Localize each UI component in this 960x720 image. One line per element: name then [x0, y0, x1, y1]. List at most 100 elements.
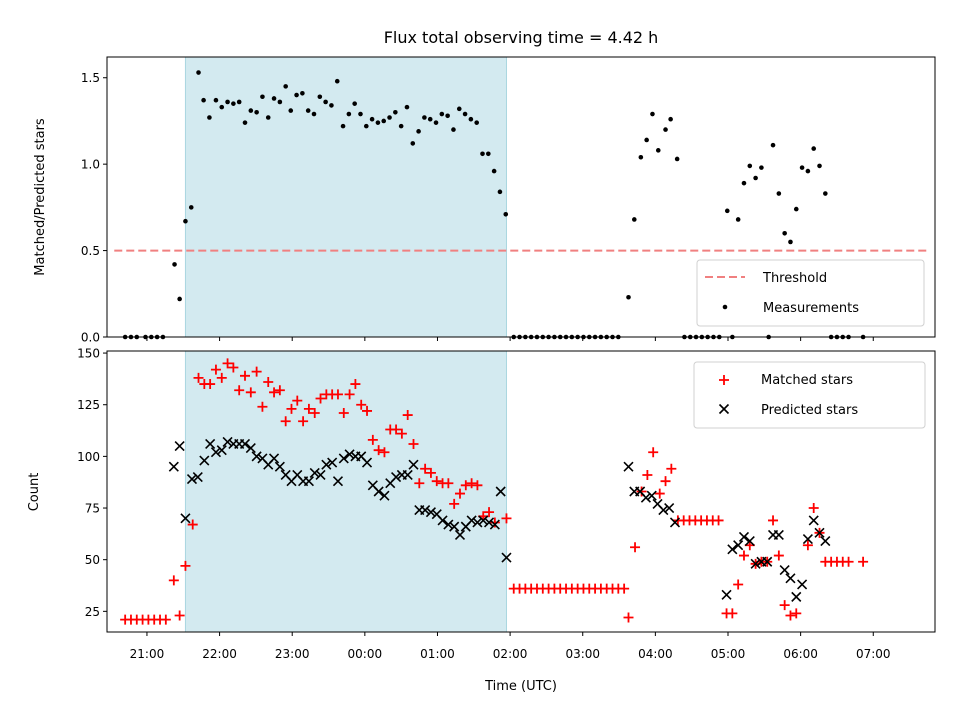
- data-point: [369, 116, 375, 122]
- predicted-star-point: [669, 517, 681, 528]
- data-point: [177, 296, 182, 302]
- legend-top: Threshold Measurements: [696, 259, 925, 327]
- matched-star-point: [168, 575, 179, 586]
- x-tick-label: 07:00: [856, 647, 891, 661]
- predicted-star-point: [239, 438, 251, 450]
- legend-box: [696, 259, 925, 327]
- predicted-star-point: [174, 440, 185, 452]
- data-point: [456, 106, 462, 112]
- y-tick-label: 75: [85, 502, 100, 516]
- matched-star-point: [379, 447, 390, 458]
- predicted-star-point: [814, 527, 825, 538]
- matched-star-point: [396, 428, 407, 439]
- data-point: [358, 111, 363, 117]
- matched-star-point: [648, 447, 659, 458]
- matched-star-point: [791, 608, 802, 619]
- matched-star-point: [274, 385, 285, 396]
- data-point: [323, 99, 328, 105]
- matched-star-point: [338, 407, 349, 418]
- predicted-star-point: [361, 457, 373, 468]
- predicted-star-point: [309, 467, 320, 478]
- observing-window-span: [185, 351, 507, 632]
- predicted-star-point: [332, 476, 344, 487]
- data-point: [201, 97, 206, 103]
- data-point: [260, 94, 265, 100]
- matched-star-point: [630, 542, 641, 553]
- data-point: [207, 115, 212, 120]
- predicted-star-point: [210, 447, 222, 458]
- matched-star-point: [303, 403, 314, 414]
- predicted-star-point: [180, 513, 191, 524]
- data-point: [451, 127, 456, 132]
- predicted-star-point: [168, 461, 179, 472]
- data-point: [805, 168, 811, 174]
- matched-star-point: [654, 488, 665, 499]
- matched-star-point: [408, 438, 419, 449]
- matched-star-point: [210, 364, 221, 375]
- matched-star-point: [636, 486, 647, 497]
- predicted-star-point: [779, 564, 790, 576]
- data-point: [799, 165, 805, 170]
- predicted-star-point: [750, 558, 761, 569]
- predicted-star-point: [425, 507, 437, 518]
- matched-star-point: [808, 503, 819, 514]
- data-point: [486, 151, 491, 157]
- predicted-star-point: [797, 579, 808, 590]
- y-tick-label: 25: [85, 605, 100, 619]
- matched-star-point: [174, 610, 185, 621]
- matched-star-point: [180, 560, 191, 571]
- predicted-star-point: [664, 502, 675, 514]
- predicted-star-point: [379, 490, 390, 501]
- data-point: [317, 94, 323, 100]
- predicted-star-point: [773, 529, 784, 540]
- matched-star-point: [292, 395, 303, 406]
- data-point: [480, 151, 485, 157]
- predicted-star-point: [327, 457, 338, 468]
- predicted-star-point: [199, 455, 210, 466]
- data-point: [462, 111, 468, 117]
- x-tick-label: 03:00: [565, 647, 600, 661]
- matched-star-point: [484, 507, 495, 518]
- matched-star-point: [431, 476, 442, 487]
- predicted-star-point: [762, 556, 773, 567]
- matched-star-point: [373, 445, 384, 456]
- x-tick-label: 05:00: [711, 647, 746, 661]
- predicted-star-point: [408, 459, 419, 470]
- data-point: [747, 163, 753, 169]
- data-point: [352, 101, 357, 106]
- x-tick-label: 22:00: [202, 647, 237, 661]
- data-point: [410, 141, 416, 146]
- x-axis-label: Time (UTC): [484, 679, 557, 694]
- matched-star-point: [205, 379, 216, 390]
- data-point: [254, 110, 259, 115]
- y-tick-label: 0.5: [81, 244, 100, 258]
- matched-star-point: [802, 540, 813, 551]
- predicted-star-point: [454, 529, 466, 540]
- matched-star-point: [298, 416, 309, 427]
- predicted-star-point: [658, 505, 669, 516]
- predicted-star-point: [738, 531, 750, 543]
- matched-star-point: [263, 376, 274, 387]
- legend-box: [693, 361, 926, 429]
- matched-star-point: [234, 385, 245, 396]
- y-tick-label: 1.5: [81, 71, 100, 85]
- predicted-star-point: [646, 490, 657, 501]
- data-point: [626, 294, 631, 300]
- matched-star-point: [245, 387, 256, 398]
- data-point: [188, 205, 194, 210]
- matched-star-point: [315, 393, 326, 404]
- matched-star-point: [660, 476, 671, 487]
- y-tick-label: 0.0: [81, 331, 100, 345]
- predicted-star-point: [268, 453, 280, 464]
- data-point: [650, 111, 655, 117]
- legend-predicted-swatch: [718, 403, 730, 415]
- legend-matched-swatch: [719, 375, 729, 385]
- predicted-star-point: [808, 515, 819, 526]
- predicted-star-point: [466, 515, 477, 526]
- data-point: [735, 217, 741, 222]
- legend-threshold-label: Threshold: [762, 271, 827, 286]
- predicted-star-point: [443, 519, 454, 530]
- matched-star-point: [193, 372, 204, 383]
- data-point: [387, 115, 392, 120]
